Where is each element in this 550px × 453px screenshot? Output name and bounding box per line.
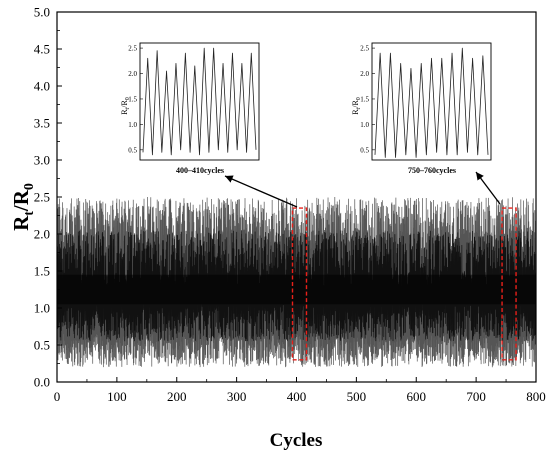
x-tick-label: 400 [287,389,307,404]
inset2-ylabel-slash: / [351,105,360,108]
y-tick-label: 0.5 [34,338,50,353]
inset1-ylabel-den: R [120,100,129,106]
main-signal [56,197,537,368]
inset-400-410-ylabel: Rt/R0 [120,97,131,115]
inset-400-410-caption: 400–410cycles [176,166,224,175]
x-tick-label: 200 [167,389,187,404]
x-tick-label: 800 [526,389,546,404]
x-axis-title: Cycles [270,430,323,451]
signal-dense-band [57,274,536,305]
y-tick-label: 0.0 [34,375,50,390]
highlight-boxes [291,207,517,361]
inset-y-tick-label: 1.5 [128,95,137,103]
inset-y-tick-label: 2.5 [128,45,137,53]
x-tick-label: 700 [466,389,486,404]
y-tick-label: 1.5 [34,264,50,279]
y-tick-label: 2.0 [34,227,50,242]
highlight-box-2 [501,207,517,361]
highlight-box-1 [291,207,308,361]
main-axes: 0 100 200 300 400 500 600 700 800 0.0 0.5 1.0 1.5 2.0… [34,5,546,405]
inset-400-410: 0.5 1.0 1.5 2.0 2.5 [128,42,260,161]
y-tick-label: 5.0 [34,5,50,20]
inset2-ylabel-den: R [351,100,360,106]
svg-text:Rt/R0: Rt/R0 [351,97,362,115]
inset1-ylabel-num: R [120,109,129,115]
svg-text:Rt/R0: Rt/R0 [120,97,131,115]
y-tick-label: 4.0 [34,79,50,94]
arrow-to-inset-1 [224,175,298,208]
arrows [224,171,501,208]
inset-y-tick-label: 0.5 [128,146,137,154]
y-tick-label: 2.5 [34,190,50,205]
inset2-ylabel-num-sub: t [356,107,362,109]
inset-y-tick-label: 1.5 [360,95,369,103]
inset1-ylabel-slash: / [120,105,129,108]
inset-y-tick-label: 2.5 [360,45,369,53]
y-tick-label: 4.5 [34,42,50,57]
arrow-to-inset-2 [475,171,501,205]
svg-text:Rt/R0: Rt/R0 [9,183,37,231]
inset-750-760: 0.5 1.0 1.5 2.0 2.5 [360,42,492,161]
inset-y-tick-label: 2.0 [128,70,137,78]
y-title-slash: / [9,204,33,212]
x-tick-label: 100 [107,389,127,404]
x-tick-label: 500 [347,389,367,404]
inset-y-tick-label: 2.0 [360,70,369,78]
inset-trace [374,47,489,158]
y-title-den-sub: 0 [22,183,37,190]
inset-750-760-caption: 750–760cycles [408,166,456,175]
x-tick-label: 0 [54,389,61,404]
x-tick-label: 300 [227,389,247,404]
y-axis-title: Rt/R0 [9,183,37,231]
inset-trace [142,47,257,156]
y-tick-label: 1.0 [34,301,50,316]
inset2-ylabel-num: R [351,109,360,115]
inset1-ylabel-den-sub: 0 [125,97,131,100]
y-tick-label: 3.0 [34,153,50,168]
x-tick-label: 600 [407,389,427,404]
signal-trace-inner [56,230,537,342]
signal-trace-outer [56,197,537,368]
inset-y-tick-label: 0.5 [360,146,369,154]
inset1-ylabel-num-sub: t [125,107,131,109]
inset-y-tick-label: 1.0 [360,121,369,129]
y-title-denominator: R [9,189,33,205]
y-title-numerator: R [9,215,33,231]
inset2-ylabel-den-sub: 0 [356,97,362,100]
y-tick-label: 3.5 [34,116,50,131]
inset-750-760-ylabel: Rt/R0 [351,97,362,115]
y-title-num-sub: t [22,211,37,216]
inset-y-tick-label: 1.0 [128,121,137,129]
